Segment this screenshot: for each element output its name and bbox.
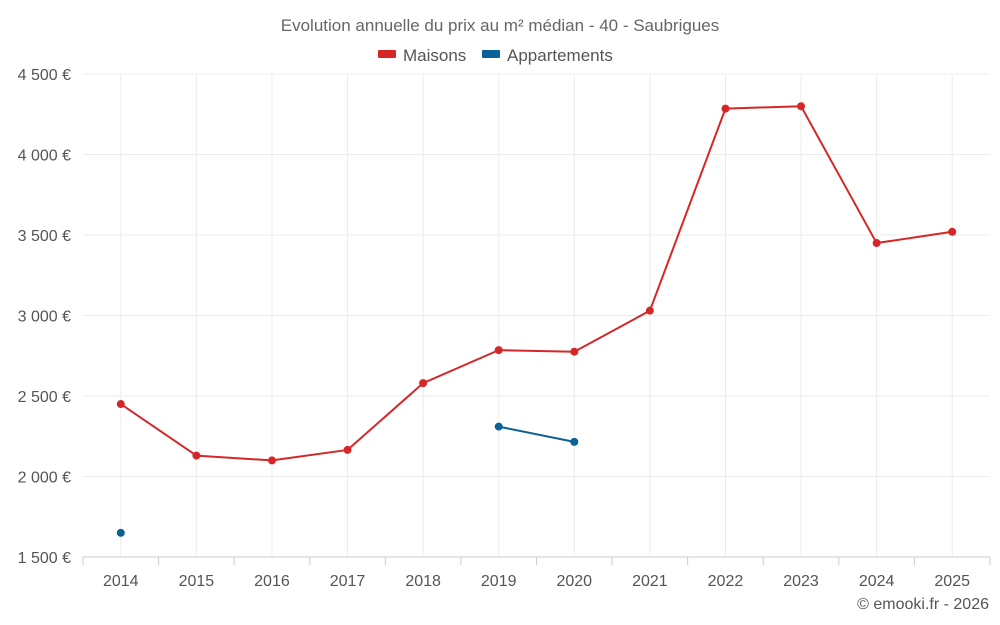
- data-point-maisons[interactable]: [116, 400, 125, 409]
- legend-swatch-maisons: [378, 50, 396, 58]
- y-tick-label: 3 500 €: [18, 228, 71, 245]
- series: [116, 102, 957, 537]
- data-point-appartements[interactable]: [494, 422, 503, 431]
- x-tick-label: 2017: [330, 573, 366, 590]
- y-tick-label: 3 000 €: [18, 309, 71, 326]
- x-tick-label: 2023: [783, 573, 819, 590]
- x-tick-label: 2018: [405, 573, 441, 590]
- series-appartements: [116, 422, 579, 537]
- x-tick-label: 2016: [254, 573, 290, 590]
- data-point-maisons[interactable]: [419, 379, 428, 388]
- chart-title: Evolution annuelle du prix au m² médian …: [281, 16, 719, 35]
- data-point-maisons[interactable]: [267, 456, 276, 465]
- data-point-maisons[interactable]: [645, 306, 654, 315]
- legend-label-maisons: Maisons: [403, 46, 466, 65]
- data-point-maisons[interactable]: [494, 346, 503, 355]
- data-point-maisons[interactable]: [948, 227, 957, 236]
- x-tick-label: 2021: [632, 573, 668, 590]
- credit-text: © emooki.fr - 2026: [857, 596, 989, 613]
- data-point-maisons[interactable]: [343, 445, 352, 454]
- y-axis: 1 500 € 2 000 € 2 500 € 3 000 € 3 500 € 4 000…: [18, 67, 71, 567]
- legend-label-appartements: Appartements: [507, 46, 613, 65]
- data-point-maisons[interactable]: [192, 451, 201, 460]
- legend-item-appartements[interactable]: Appartements: [482, 46, 613, 65]
- legend-swatch-appartements: [482, 50, 500, 58]
- x-tick-label: 2025: [934, 573, 970, 590]
- data-point-maisons[interactable]: [872, 239, 881, 248]
- x-tick-label: 2014: [103, 573, 139, 590]
- x-tick-label: 2015: [179, 573, 215, 590]
- y-tick-label: 4 000 €: [18, 148, 71, 165]
- x-tick-label: 2022: [708, 573, 744, 590]
- y-tick-label: 4 500 €: [18, 67, 71, 84]
- y-tick-label: 1 500 €: [18, 550, 71, 567]
- legend: Maisons Appartements: [378, 46, 613, 65]
- series-maisons: [116, 102, 957, 465]
- data-point-appartements[interactable]: [116, 528, 125, 537]
- data-point-maisons[interactable]: [721, 104, 730, 113]
- series-line-maisons: [120, 105, 953, 462]
- y-tick-label: 2 500 €: [18, 389, 71, 406]
- grid: [83, 73, 990, 557]
- x-tick-label: 2020: [556, 573, 592, 590]
- y-tick-label: 2 000 €: [18, 470, 71, 487]
- x-axis: 2014 2015 2016 2017 2018 2019 2020 2021 2022 2023…: [82, 556, 991, 590]
- data-point-maisons[interactable]: [570, 347, 579, 356]
- data-point-maisons[interactable]: [797, 102, 806, 111]
- legend-item-maisons[interactable]: Maisons: [378, 46, 466, 65]
- series-line-appartements: [498, 425, 575, 443]
- x-tick-label: 2019: [481, 573, 517, 590]
- x-tick-label: 2024: [859, 573, 895, 590]
- data-point-appartements[interactable]: [570, 437, 579, 446]
